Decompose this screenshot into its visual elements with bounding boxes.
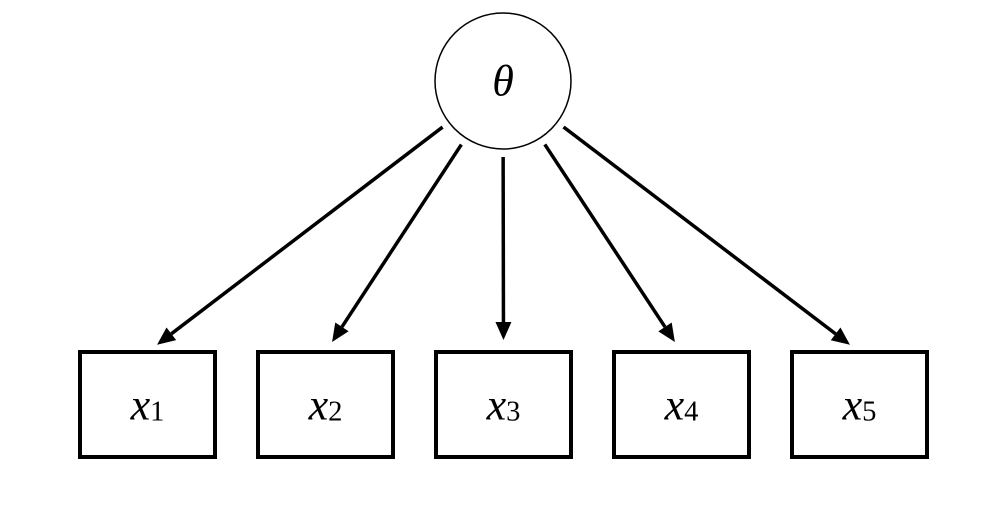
edge [545,144,665,326]
edges-layer [157,127,850,345]
arrowhead-icon [658,323,675,342]
graphical-model-diagram: θx1x2x3x4x5 [0,0,1007,518]
edge [564,127,836,334]
arrowhead-icon [332,323,349,342]
arrowhead-icon [495,322,511,340]
parent-node-label: θ [492,57,514,106]
arrowhead-icon [831,327,850,344]
edge [171,127,442,334]
arrowhead-icon [157,327,176,344]
edge [342,145,461,327]
